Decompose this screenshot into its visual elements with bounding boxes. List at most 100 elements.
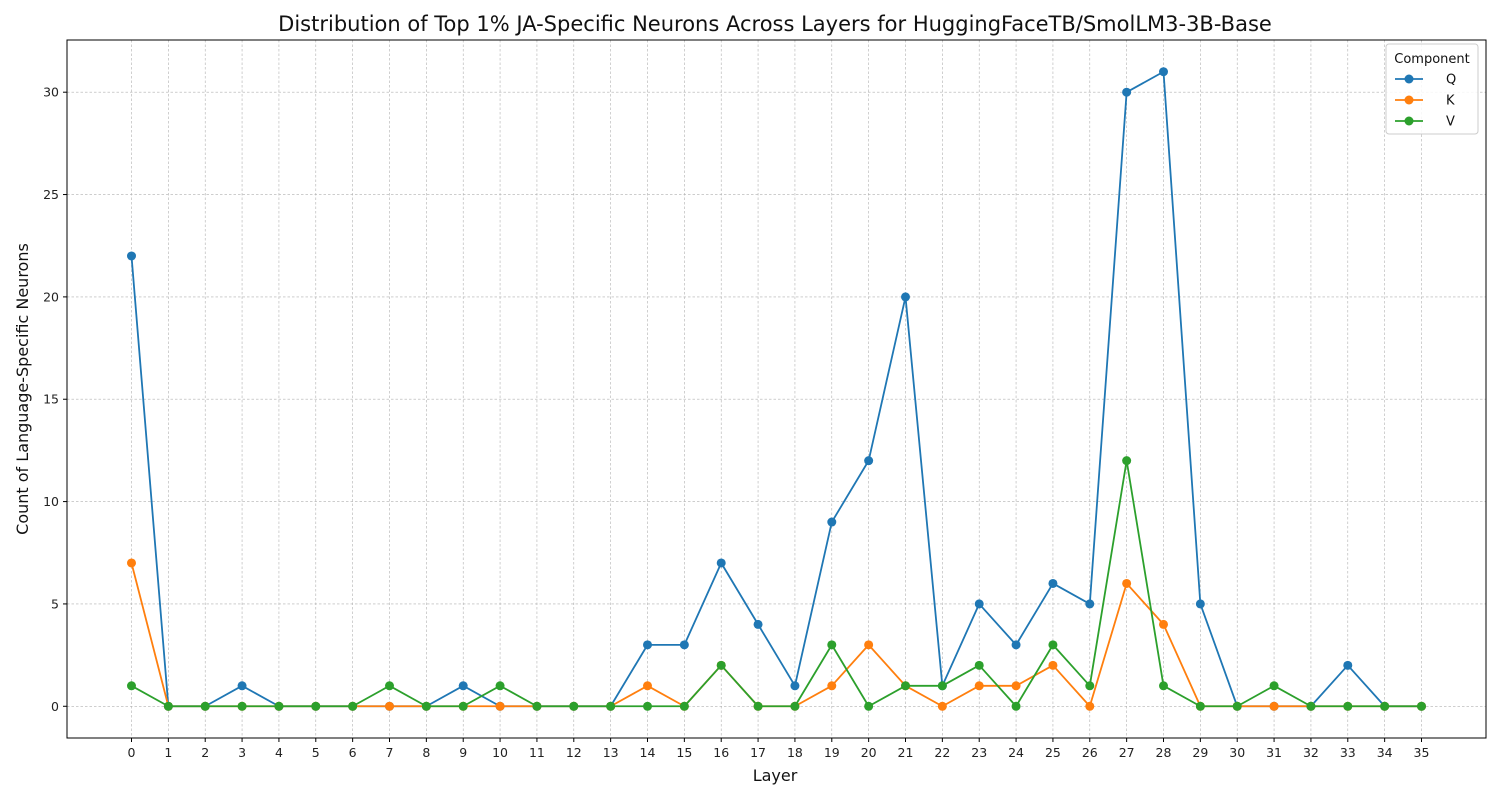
data-point-k	[495, 701, 505, 711]
data-point-v	[1011, 701, 1021, 711]
x-tick-label: 34	[1377, 745, 1393, 760]
x-tick-label: 15	[676, 745, 692, 760]
data-point-v	[864, 701, 874, 711]
data-point-v	[679, 701, 689, 711]
data-point-q	[901, 292, 910, 302]
data-point-q	[458, 681, 468, 691]
legend-label: Q	[1446, 73, 1456, 88]
data-point-v	[606, 701, 616, 711]
x-tick-label: 31	[1266, 745, 1282, 760]
x-tick-label: 33	[1340, 745, 1356, 760]
data-point-q	[827, 517, 837, 527]
data-point-v	[643, 701, 652, 711]
data-point-v	[163, 701, 173, 711]
x-tick-label: 35	[1414, 745, 1430, 760]
data-point-q	[1195, 599, 1205, 609]
data-point-q	[679, 640, 689, 650]
data-point-v	[532, 701, 542, 711]
grid	[67, 40, 1486, 738]
y-tick-label: 25	[43, 187, 59, 202]
x-tick-label: 13	[603, 745, 619, 760]
x-tick-label: 22	[934, 745, 950, 760]
x-tick-label: 30	[1229, 745, 1245, 760]
data-point-v	[1343, 701, 1353, 711]
data-point-k	[1159, 619, 1168, 629]
series-line-q	[130, 70, 1422, 708]
data-point-k	[385, 701, 394, 711]
data-point-q	[1011, 640, 1021, 650]
data-point-q	[716, 558, 726, 568]
plot-frame	[66, 39, 1487, 739]
data-point-v	[421, 701, 431, 711]
x-tick-label: 28	[1156, 745, 1172, 760]
data-point-v	[458, 701, 468, 711]
data-point-v	[974, 660, 984, 670]
x-tick-label: 17	[750, 745, 766, 760]
data-point-v	[1269, 681, 1279, 691]
data-point-v	[1048, 640, 1058, 650]
y-axis-title: Count of Language-Specific Neurons	[13, 243, 32, 535]
series-lines	[127, 67, 1426, 711]
x-tick-label: 18	[787, 745, 803, 760]
x-tick-label: 29	[1192, 745, 1208, 760]
series-v	[127, 456, 1426, 711]
x-tick-label: 27	[1119, 745, 1135, 760]
x-tick-label: 14	[640, 745, 656, 760]
data-point-v	[1085, 681, 1095, 691]
data-point-v	[200, 701, 210, 711]
data-point-v	[569, 701, 579, 711]
x-tick-label: 26	[1082, 745, 1098, 760]
data-point-v	[790, 701, 800, 711]
data-point-q	[753, 619, 763, 629]
data-point-v	[274, 701, 284, 711]
data-point-q	[1122, 87, 1132, 97]
legend-box	[1385, 43, 1479, 135]
data-point-q	[1159, 67, 1168, 77]
legend-item-v: V	[1395, 115, 1455, 130]
data-point-v	[385, 681, 394, 691]
y-tick-label: 0	[51, 699, 59, 714]
legend-swatch-marker	[1404, 116, 1414, 126]
axis-ticks: 0 1 2 3 4 5 6 7 8 9 10 11 12 13 14 15 16 17 18 19 20 21 22 23 24…	[43, 85, 1429, 760]
y-tick-label: 15	[43, 392, 59, 407]
data-point-k	[974, 681, 984, 691]
series-line-v	[131, 459, 1422, 708]
series-q	[127, 67, 1426, 711]
data-point-k	[864, 640, 874, 650]
legend-title: Component	[1394, 52, 1469, 67]
data-point-k	[1122, 578, 1132, 588]
legend-swatch-marker	[1404, 74, 1414, 84]
y-tick-label: 30	[43, 85, 59, 100]
x-tick-label: 24	[1008, 745, 1024, 760]
data-point-k	[643, 681, 652, 691]
x-tick-label: 6	[349, 745, 357, 760]
data-point-q	[1085, 599, 1095, 609]
x-tick-label: 19	[824, 745, 840, 760]
chart-title: Distribution of Top 1% JA-Specific Neuro…	[278, 12, 1272, 36]
data-point-v	[1195, 701, 1205, 711]
y-tick-label: 5	[51, 596, 59, 611]
data-point-v	[1232, 701, 1242, 711]
x-tick-label: 4	[275, 745, 283, 760]
x-tick-label: 25	[1045, 745, 1061, 760]
x-axis-title: Layer	[753, 766, 798, 785]
series-line-k	[130, 562, 1422, 708]
x-tick-label: 10	[492, 745, 508, 760]
x-tick-label: 32	[1303, 745, 1319, 760]
legend-swatch-marker	[1404, 95, 1414, 105]
data-point-k	[1048, 660, 1058, 670]
y-tick-label: 10	[43, 494, 59, 509]
x-tick-label: 20	[861, 745, 877, 760]
data-point-v	[1417, 701, 1426, 711]
data-point-q	[1343, 660, 1353, 670]
data-point-q	[1048, 578, 1058, 588]
x-tick-label: 7	[386, 745, 394, 760]
data-point-v	[1306, 701, 1316, 711]
data-point-v	[753, 701, 763, 711]
data-point-k	[1085, 701, 1095, 711]
x-tick-label: 3	[238, 745, 246, 760]
data-point-k	[1269, 701, 1279, 711]
data-point-q	[864, 456, 874, 466]
x-tick-label: 5	[312, 745, 320, 760]
